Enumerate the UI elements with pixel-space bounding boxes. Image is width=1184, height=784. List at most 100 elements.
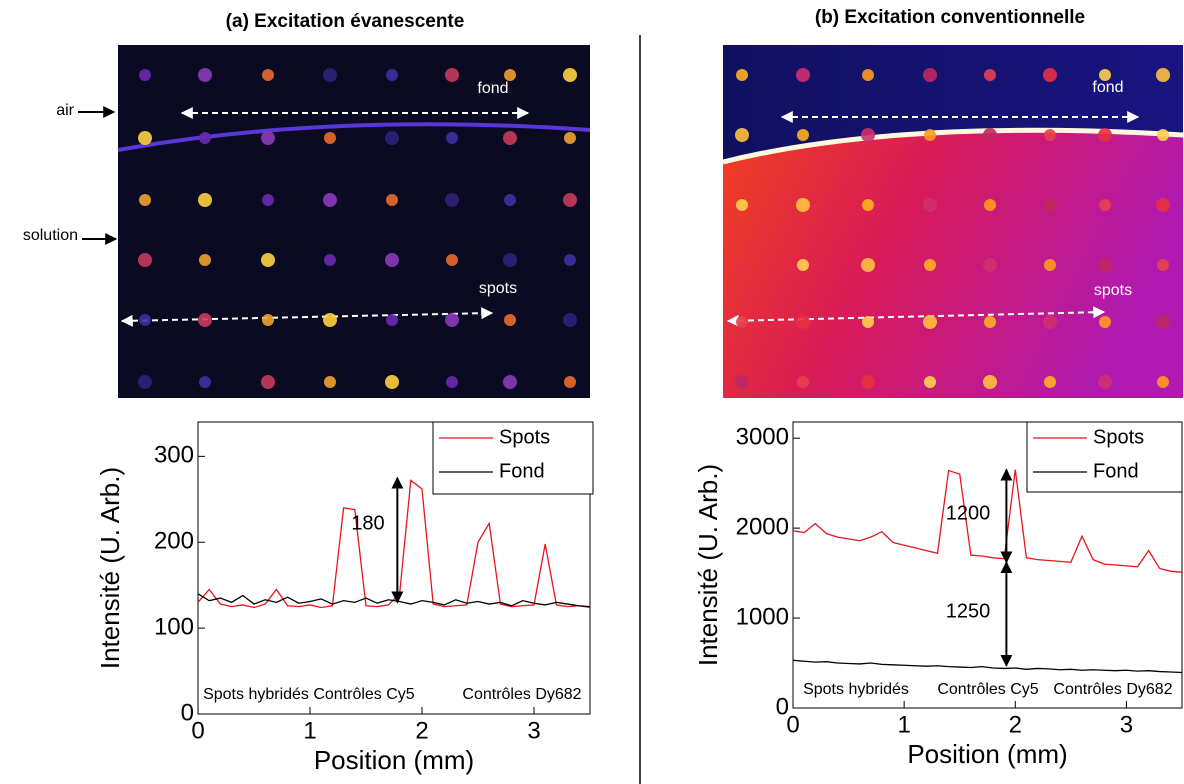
spot-dot	[923, 198, 937, 212]
x-axis-label: Position (mm)	[314, 745, 474, 775]
spot-dot	[1099, 316, 1111, 328]
spot-dot	[736, 199, 748, 211]
spot-dot	[735, 128, 749, 142]
spot-dot	[446, 376, 458, 388]
spot-dot	[138, 131, 152, 145]
spot-dot	[138, 375, 152, 389]
region-label: Spots hybridés	[803, 681, 909, 698]
y-axis-label: Intensité (U. Arb.)	[95, 467, 125, 669]
spot-dot	[736, 316, 748, 328]
spot-dot	[563, 313, 577, 327]
spot-dot	[983, 128, 997, 142]
spot-dot	[198, 313, 212, 327]
spot-dot	[1099, 199, 1111, 211]
legend-box	[1026, 421, 1183, 493]
x-tick-label: 3	[1120, 711, 1133, 738]
spot-dot	[1157, 129, 1169, 141]
x-tick-label: 0	[191, 717, 204, 744]
spot-dot	[1156, 198, 1170, 212]
y-tick-label: 0	[776, 693, 789, 720]
panel-title: (a) Excitation évanescente	[226, 11, 465, 32]
spot-dot	[796, 68, 810, 82]
spot-dot	[564, 376, 576, 388]
image-label: spots	[479, 280, 517, 297]
spot-dot	[1098, 258, 1112, 272]
legend-label: Spots	[499, 426, 550, 448]
y-tick-label: 300	[154, 442, 194, 469]
spot-dot	[924, 129, 936, 141]
spot-dot	[1044, 376, 1056, 388]
spot-dot	[797, 129, 809, 141]
spot-dot	[1044, 129, 1056, 141]
spot-dot	[139, 314, 151, 326]
side-label: solution	[23, 227, 78, 244]
spot-dot	[262, 194, 274, 206]
x-axis-label: Position (mm)	[907, 739, 1067, 769]
spot-dot	[563, 193, 577, 207]
spot-dot	[797, 376, 809, 388]
y-tick-label: 2000	[736, 513, 789, 540]
spot-dot	[564, 132, 576, 144]
legend-label: Fond	[1093, 460, 1139, 482]
spot-dot	[984, 69, 996, 81]
annotation: 1200	[946, 502, 991, 524]
x-tick-label: 0	[786, 711, 799, 738]
spot-dot	[445, 193, 459, 207]
legend-label: Spots	[1093, 426, 1144, 448]
y-tick-label: 0	[181, 699, 194, 726]
region-label: Spots hybridés	[203, 686, 309, 703]
legend-label: Fond	[499, 460, 545, 482]
panel-title: (b) Excitation conventionnelle	[815, 7, 1085, 28]
spot-dot	[1044, 259, 1056, 271]
spot-dot	[1099, 69, 1111, 81]
spot-dot	[324, 254, 336, 266]
spot-dot	[385, 253, 399, 267]
spot-dot	[198, 68, 212, 82]
spot-dot	[385, 375, 399, 389]
spot-dot	[983, 375, 997, 389]
spot-dot	[386, 194, 398, 206]
spot-dot	[261, 375, 275, 389]
spot-dot	[445, 68, 459, 82]
spot-dot	[323, 313, 337, 327]
y-tick-label: 3000	[736, 424, 789, 451]
region-label: Contrôles Cy5	[313, 686, 414, 703]
spot-dot	[923, 68, 937, 82]
y-tick-label: 200	[154, 528, 194, 555]
spot-dot	[735, 258, 749, 272]
image-b	[722, 45, 1184, 398]
spot-dot	[446, 254, 458, 266]
spot-dot	[386, 69, 398, 81]
spot-dot	[261, 131, 275, 145]
spot-dot	[984, 199, 996, 211]
spot-dot	[323, 193, 337, 207]
spot-dot	[262, 69, 274, 81]
side-label: air	[56, 102, 74, 119]
spot-dot	[861, 128, 875, 142]
spot-dot	[923, 315, 937, 329]
spot-dot	[323, 68, 337, 82]
spot-dot	[564, 254, 576, 266]
spot-dot	[504, 194, 516, 206]
spot-dot	[503, 375, 517, 389]
y-tick-label: 1000	[736, 603, 789, 630]
x-tick-label: 1	[897, 711, 910, 738]
spot-dot	[1157, 376, 1169, 388]
spot-dot	[563, 68, 577, 82]
y-axis-label: Intensité (U. Arb.)	[693, 464, 723, 666]
spot-dot	[386, 314, 398, 326]
spot-dot	[199, 376, 211, 388]
x-tick-label: 2	[1009, 711, 1022, 738]
spot-dot	[1156, 315, 1170, 329]
series-line	[792, 469, 1183, 573]
spot-dot	[139, 69, 151, 81]
spot-dot	[984, 316, 996, 328]
spot-dot	[1098, 375, 1112, 389]
x-tick-label: 3	[527, 717, 540, 744]
image-label: fond	[1092, 79, 1123, 96]
spot-dot	[503, 131, 517, 145]
spot-dot	[1098, 128, 1112, 142]
spot-dot	[924, 376, 936, 388]
spot-dot	[385, 131, 399, 145]
